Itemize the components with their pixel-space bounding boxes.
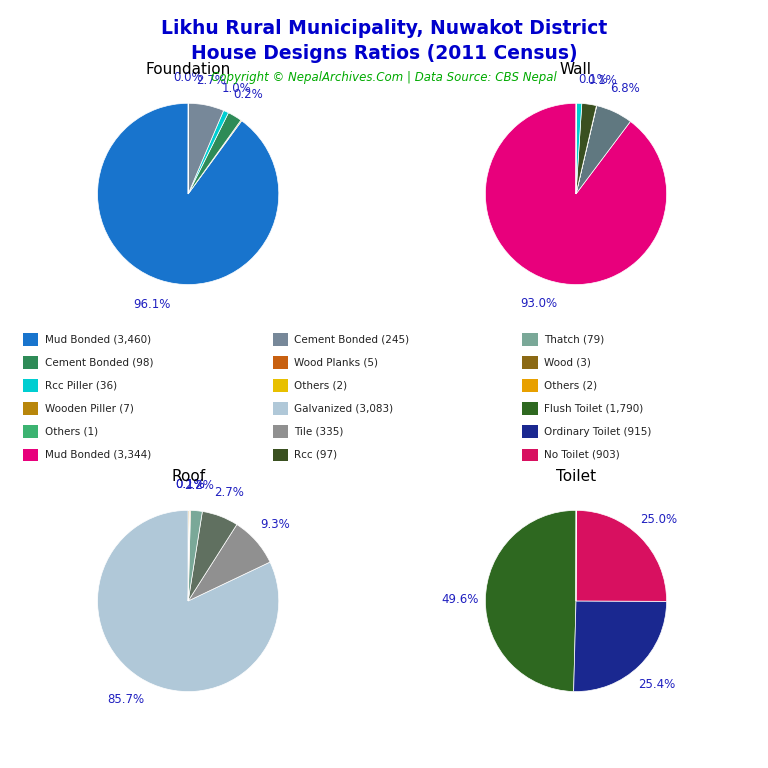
Wedge shape [576, 104, 597, 194]
Text: Cement Bonded (245): Cement Bonded (245) [294, 334, 409, 345]
Text: Rcc (97): Rcc (97) [294, 449, 337, 460]
Text: Mud Bonded (3,344): Mud Bonded (3,344) [45, 449, 151, 460]
Wedge shape [576, 511, 667, 601]
Text: 0.1%: 0.1% [175, 478, 205, 492]
Wedge shape [188, 510, 189, 601]
Text: Likhu Rural Municipality, Nuwakot District
House Designs Ratios (2011 Census): Likhu Rural Municipality, Nuwakot Distri… [161, 19, 607, 63]
Wedge shape [576, 104, 582, 194]
Wedge shape [188, 511, 190, 601]
Text: 0.0%: 0.0% [174, 71, 203, 84]
Title: Foundation: Foundation [145, 61, 231, 77]
Text: 2.2%: 2.2% [184, 479, 214, 492]
Text: 25.0%: 25.0% [640, 513, 677, 526]
Text: 9.3%: 9.3% [260, 518, 290, 531]
Text: Wooden Piller (7): Wooden Piller (7) [45, 403, 134, 414]
Text: 49.6%: 49.6% [442, 593, 478, 606]
Text: 0.1%: 0.1% [578, 73, 607, 86]
Wedge shape [188, 104, 223, 194]
Text: 0.1%: 0.1% [588, 74, 617, 88]
Wedge shape [188, 113, 241, 194]
Text: Galvanized (3,083): Galvanized (3,083) [294, 403, 393, 414]
Text: 0.2%: 0.2% [233, 88, 263, 101]
Text: 6.8%: 6.8% [611, 82, 640, 95]
Wedge shape [574, 601, 667, 692]
Wedge shape [485, 104, 667, 284]
Text: Cement Bonded (98): Cement Bonded (98) [45, 357, 153, 368]
Text: No Toilet (903): No Toilet (903) [544, 449, 620, 460]
Title: Roof: Roof [171, 468, 205, 484]
Text: Others (1): Others (1) [45, 426, 98, 437]
Text: Wood Planks (5): Wood Planks (5) [294, 357, 378, 368]
Wedge shape [188, 511, 237, 601]
Text: Copyright © NepalArchives.Com | Data Source: CBS Nepal: Copyright © NepalArchives.Com | Data Sou… [211, 71, 557, 84]
Wedge shape [576, 106, 597, 194]
Wedge shape [188, 511, 190, 601]
Text: Mud Bonded (3,460): Mud Bonded (3,460) [45, 334, 151, 345]
Text: Flush Toilet (1,790): Flush Toilet (1,790) [544, 403, 643, 414]
Text: 85.7%: 85.7% [108, 693, 144, 706]
Text: 2.7%: 2.7% [197, 74, 227, 87]
Wedge shape [188, 525, 270, 601]
Text: Thatch (79): Thatch (79) [544, 334, 604, 345]
Text: Wood (3): Wood (3) [544, 357, 591, 368]
Wedge shape [188, 121, 242, 194]
Wedge shape [188, 111, 228, 194]
Wedge shape [576, 106, 631, 194]
Text: 2.7%: 2.7% [214, 486, 244, 499]
Wedge shape [485, 510, 576, 691]
Text: Others (2): Others (2) [544, 380, 597, 391]
Text: 93.0%: 93.0% [521, 297, 558, 310]
Text: Tile (335): Tile (335) [294, 426, 343, 437]
Text: Ordinary Toilet (915): Ordinary Toilet (915) [544, 426, 651, 437]
Text: Others (2): Others (2) [294, 380, 347, 391]
Text: 96.1%: 96.1% [134, 298, 170, 311]
Title: Wall: Wall [560, 61, 592, 77]
Text: 0.1%: 0.1% [176, 478, 206, 492]
Title: Toilet: Toilet [556, 468, 596, 484]
Text: 25.4%: 25.4% [638, 677, 675, 690]
Wedge shape [188, 511, 202, 601]
Text: 1.0%: 1.0% [222, 82, 251, 95]
Wedge shape [98, 510, 279, 691]
Wedge shape [98, 104, 279, 284]
Text: Rcc Piller (36): Rcc Piller (36) [45, 380, 117, 391]
